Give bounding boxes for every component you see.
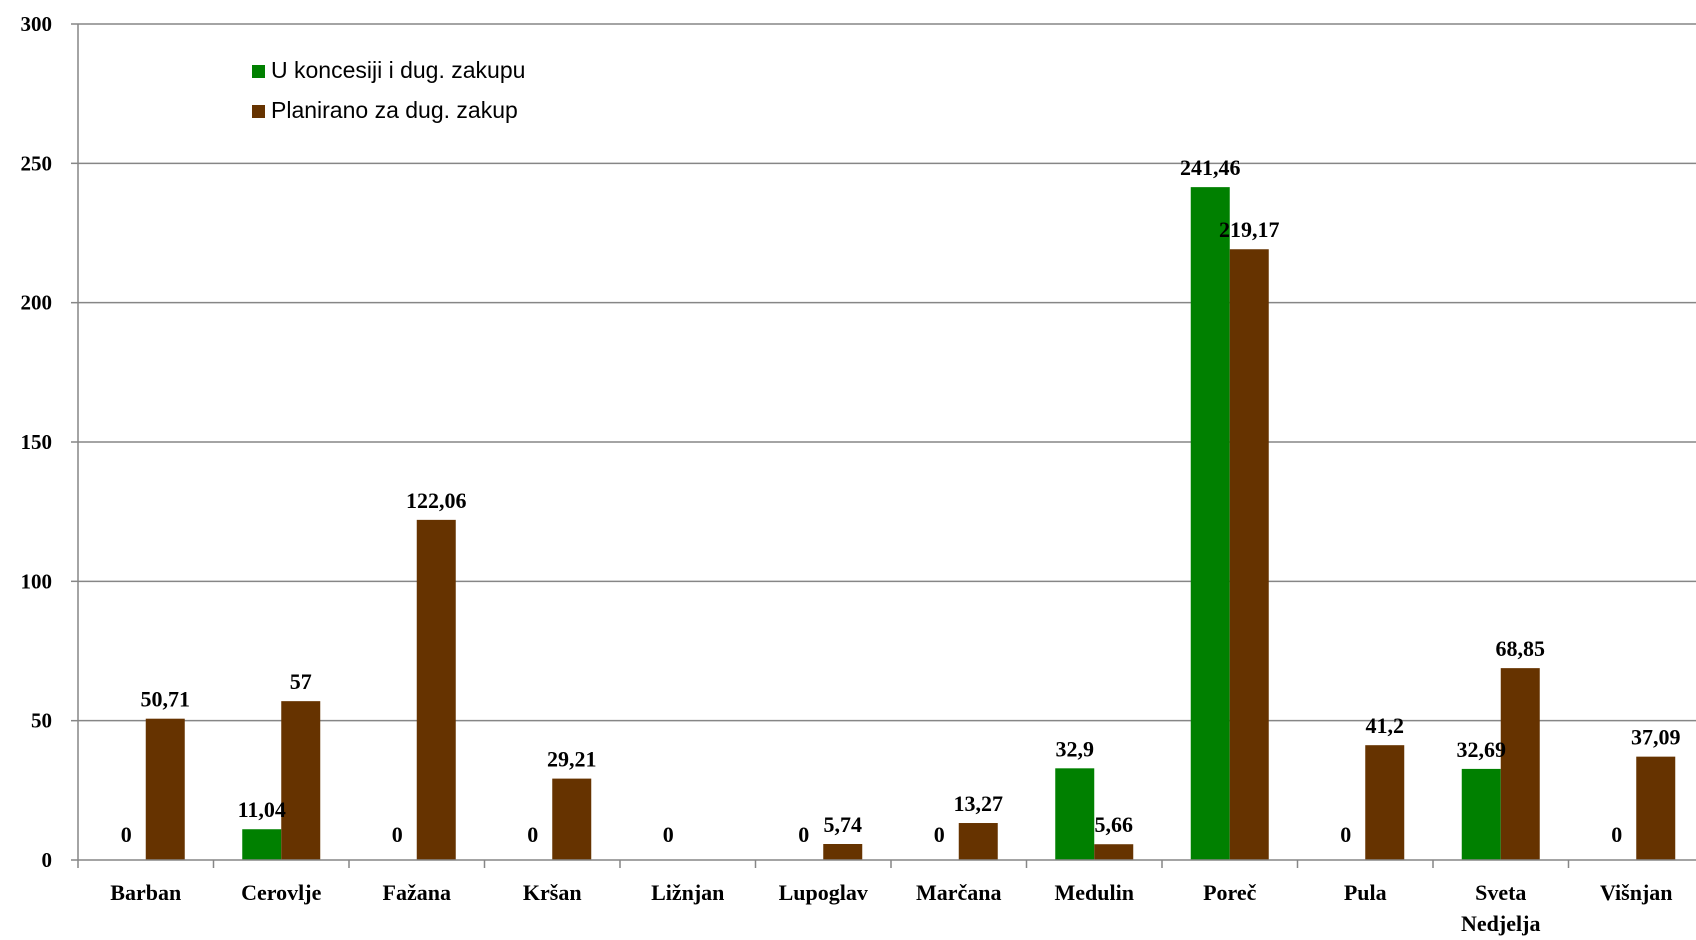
bar-planned (1094, 844, 1134, 860)
x-category-label: Pula (1344, 880, 1387, 905)
legend: U koncesiji i dug. zakupu Planirano za du… (252, 57, 525, 123)
data-label: 219,17 (1219, 217, 1280, 242)
y-tick-label: 200 (21, 291, 53, 315)
bar-planned (552, 778, 592, 860)
x-category-label: Kršan (523, 880, 582, 905)
data-label: 13,27 (954, 791, 1004, 816)
x-category-label: Cerovlje (241, 880, 321, 905)
y-tick-label: 300 (21, 12, 53, 36)
data-label: 5,74 (824, 812, 863, 837)
data-label: 32,69 (1457, 737, 1507, 762)
data-label: 68,85 (1496, 636, 1546, 661)
legend-swatch (252, 105, 265, 118)
x-category-label: Fažana (383, 880, 451, 905)
x-category-label: Poreč (1203, 880, 1257, 905)
data-label: 41,2 (1366, 713, 1405, 738)
x-category-label: Nedjelja (1461, 911, 1540, 936)
x-category-label: Sveta (1475, 880, 1526, 905)
bar-planned (281, 701, 321, 860)
y-tick-label: 150 (21, 430, 53, 454)
data-label: 0 (798, 822, 809, 847)
y-tick-label: 0 (42, 848, 53, 872)
data-label: 11,04 (238, 797, 286, 822)
x-category-label: Marčana (916, 880, 1002, 905)
data-label: 29,21 (547, 747, 597, 772)
y-tick-label: 50 (31, 709, 52, 733)
data-label: 5,66 (1095, 812, 1134, 837)
y-axis: 0 50 100 150 200 250 300 (21, 12, 79, 872)
bar-planned (958, 823, 998, 860)
bar-concession (242, 829, 282, 860)
x-category-label: Barban (110, 880, 181, 905)
bar-planned (1365, 745, 1405, 860)
legend-swatch (252, 65, 265, 78)
data-label: 122,06 (406, 488, 467, 513)
bar-planned (1229, 249, 1269, 860)
data-label: 241,46 (1180, 155, 1241, 180)
gridlines (78, 23, 1696, 722)
bar-planned (145, 718, 185, 860)
bar-planned (1500, 668, 1540, 860)
legend-label: Planirano za dug. zakup (271, 97, 518, 123)
data-label: 0 (934, 822, 945, 847)
data-label: 0 (663, 822, 674, 847)
bar-concession (1055, 768, 1095, 860)
legend-label: U koncesiji i dug. zakupu (271, 57, 525, 83)
bar-planned (1636, 756, 1676, 860)
y-tick-label: 100 (21, 569, 53, 593)
x-category-label: Medulin (1055, 880, 1134, 905)
data-label: 57 (290, 669, 312, 694)
data-labels: 0 11,04 0 0 0 0 0 32,9 241,46 0 32,69 0 50,71 57 122,0… (121, 155, 1681, 847)
data-label: 32,9 (1056, 736, 1095, 761)
x-axis: Barban Cerovlje Fažana Kršan Ližnjan Lupoglav… (77, 859, 1696, 936)
x-category-label: Višnjan (1600, 880, 1673, 905)
data-label: 0 (121, 822, 132, 847)
y-tick-label: 250 (21, 151, 53, 175)
data-label: 50,71 (141, 687, 191, 712)
data-label: 0 (527, 822, 538, 847)
data-label: 0 (1340, 822, 1351, 847)
data-label: 37,09 (1631, 725, 1681, 750)
bar-concession (1461, 768, 1501, 860)
bar-concession (1190, 187, 1230, 860)
x-category-label: Ližnjan (651, 880, 724, 905)
bar-planned (823, 844, 863, 860)
bars (145, 187, 1676, 860)
x-category-label: Lupoglav (779, 880, 868, 905)
data-label: 0 (392, 822, 403, 847)
data-label: 0 (1611, 822, 1622, 847)
bar-planned (416, 519, 456, 860)
